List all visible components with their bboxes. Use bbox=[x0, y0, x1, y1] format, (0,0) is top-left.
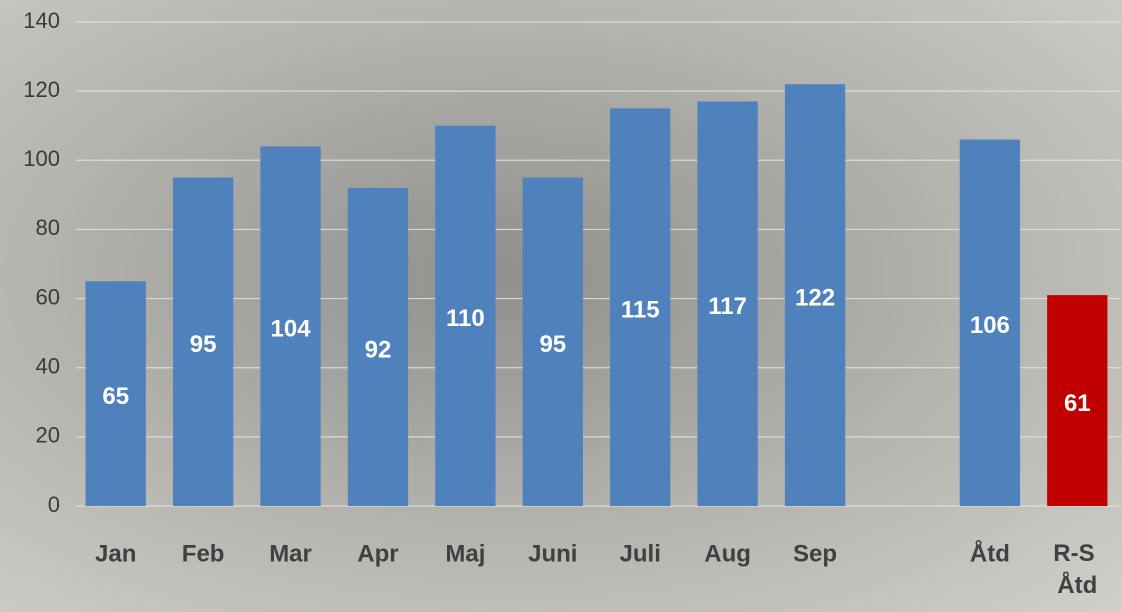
chart: 0 20 40 60 80 100 120 140 Jan 65 Feb 95 Mar 104 Apr 92 M… bbox=[0, 0, 1122, 612]
x-tick-label: Sep bbox=[793, 540, 837, 567]
x-tick-label: Juni bbox=[528, 540, 577, 567]
y-tick-label: 120 bbox=[23, 77, 60, 102]
value-label: 95 bbox=[539, 331, 566, 358]
y-tick-label: 40 bbox=[36, 354, 60, 379]
value-label: 117 bbox=[708, 293, 747, 320]
x-tick-label: Aug bbox=[704, 540, 751, 567]
x-tick-label: Jan bbox=[95, 540, 136, 567]
y-tick-label: 100 bbox=[23, 146, 60, 171]
x-tick-label: Feb bbox=[182, 540, 225, 567]
y-tick-label: 80 bbox=[36, 215, 60, 240]
x-tick-label: Åtd bbox=[970, 539, 1010, 567]
value-label: 61 bbox=[1064, 390, 1091, 417]
x-tick-label: Mar bbox=[269, 540, 312, 567]
value-label: 110 bbox=[446, 305, 485, 332]
value-label: 106 bbox=[970, 312, 1010, 339]
y-tick-label: 140 bbox=[23, 8, 60, 33]
x-tick-label: Maj bbox=[445, 540, 485, 567]
value-label: 115 bbox=[621, 297, 660, 324]
y-tick-label: 60 bbox=[36, 284, 60, 309]
y-tick-label: 0 bbox=[48, 492, 60, 517]
value-label: 122 bbox=[795, 284, 835, 311]
value-label: 104 bbox=[271, 316, 312, 343]
value-label: 65 bbox=[102, 383, 129, 410]
value-label: 92 bbox=[365, 336, 392, 363]
x-tick-label: Apr bbox=[357, 540, 398, 567]
y-tick-label: 20 bbox=[36, 423, 60, 448]
value-label: 95 bbox=[190, 331, 217, 358]
x-tick-label: Juli bbox=[620, 540, 661, 567]
